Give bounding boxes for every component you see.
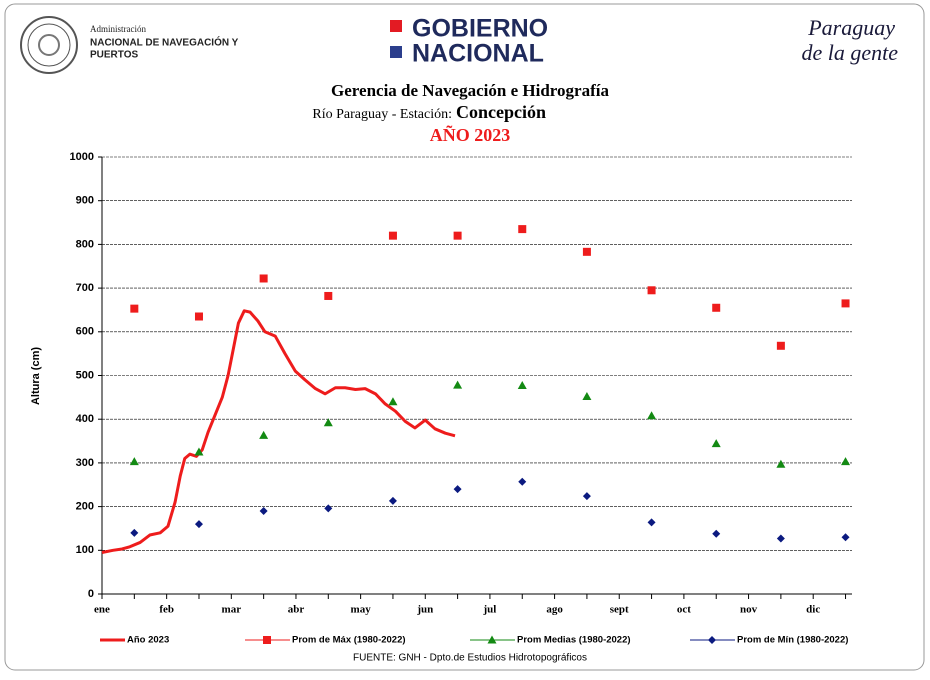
y-tick-label: 200 xyxy=(76,501,94,513)
data-point xyxy=(517,381,527,390)
data-point xyxy=(194,447,204,456)
gov-square xyxy=(390,46,402,58)
x-tick-label: jun xyxy=(416,604,433,616)
x-tick-label: sept xyxy=(610,604,629,616)
gov-text: GOBIERNO xyxy=(412,15,548,43)
data-point xyxy=(453,380,463,389)
slogan: de la gente xyxy=(801,40,898,65)
y-tick-label: 100 xyxy=(76,544,94,556)
data-point xyxy=(453,231,462,240)
y-tick-label: 1000 xyxy=(70,151,94,163)
data-point xyxy=(259,274,268,283)
data-point xyxy=(582,391,592,400)
data-point xyxy=(388,397,398,406)
data-point xyxy=(582,492,591,501)
data-point xyxy=(129,457,139,466)
x-tick-label: jul xyxy=(483,604,497,616)
x-tick-label: ene xyxy=(94,604,110,616)
data-point xyxy=(711,439,721,448)
gov-text: NACIONAL xyxy=(412,40,544,68)
data-point xyxy=(324,504,333,513)
y-tick-label: 400 xyxy=(76,413,94,425)
data-point xyxy=(518,477,527,486)
data-point xyxy=(453,485,462,494)
x-tick-label: may xyxy=(351,604,372,616)
logo xyxy=(20,16,78,74)
year-label: AÑO 2023 xyxy=(430,124,511,145)
legend-marker xyxy=(487,635,497,644)
y-axis-label: Altura (cm) xyxy=(30,347,42,405)
data-point xyxy=(388,231,397,240)
data-point xyxy=(194,520,203,529)
data-point xyxy=(130,528,139,537)
y-tick-label: 300 xyxy=(76,457,94,469)
agency-line: NACIONAL DE NAVEGACIÓN Y xyxy=(90,36,239,49)
data-point xyxy=(194,312,203,321)
legend-marker xyxy=(708,636,716,644)
x-tick-label: mar xyxy=(222,604,242,616)
legend-label: Prom Medias (1980-2022) xyxy=(517,635,631,646)
agency-line: PUERTOS xyxy=(90,50,138,61)
x-tick-label: nov xyxy=(740,604,758,616)
data-point xyxy=(323,418,333,427)
x-tick-label: abr xyxy=(288,604,305,616)
data-point xyxy=(388,496,397,505)
slogan: Paraguay xyxy=(807,15,895,40)
source: FUENTE: GNH - Dpto.de Estudios Hidrotopo… xyxy=(353,653,587,664)
y-tick-label: 900 xyxy=(76,195,94,207)
data-point xyxy=(647,286,656,295)
chart-title: Gerencia de Navegación e Hidrografía xyxy=(331,81,609,100)
data-point xyxy=(776,534,785,543)
x-tick-label: ago xyxy=(546,604,563,616)
data-point xyxy=(776,341,785,350)
data-point xyxy=(582,247,591,256)
data-point xyxy=(518,225,527,234)
data-point xyxy=(712,303,721,312)
data-point xyxy=(324,291,333,300)
frame xyxy=(4,3,925,671)
data-point xyxy=(776,459,786,468)
chart-subtitle-station: Concepción xyxy=(456,102,546,122)
legend-label: Prom de Mín (1980-2022) xyxy=(737,635,848,646)
data-point xyxy=(841,533,850,542)
y-tick-label: 700 xyxy=(76,282,94,294)
legend-label: Prom de Máx (1980-2022) xyxy=(292,635,406,646)
data-point xyxy=(259,506,268,515)
y-tick-label: 600 xyxy=(76,326,94,338)
gov-square xyxy=(390,20,402,32)
x-tick-label: dic xyxy=(806,604,820,616)
data-point xyxy=(712,529,721,538)
data-point xyxy=(259,430,269,439)
data-point xyxy=(647,411,657,420)
data-point xyxy=(647,518,656,527)
x-tick-label: oct xyxy=(677,604,691,616)
legend-marker xyxy=(263,636,271,644)
legend-label: Año 2023 xyxy=(127,635,169,646)
agency-line: Administración xyxy=(90,24,146,34)
data-point xyxy=(841,299,850,308)
data-point xyxy=(130,304,139,313)
y-tick-label: 0 xyxy=(88,588,94,600)
x-tick-label: feb xyxy=(159,604,174,616)
y-tick-label: 500 xyxy=(76,369,94,381)
series-line xyxy=(101,309,456,554)
chart-subtitle: Río Paraguay - Estación: xyxy=(312,107,452,122)
data-point xyxy=(841,457,851,466)
y-tick-label: 800 xyxy=(76,238,94,250)
